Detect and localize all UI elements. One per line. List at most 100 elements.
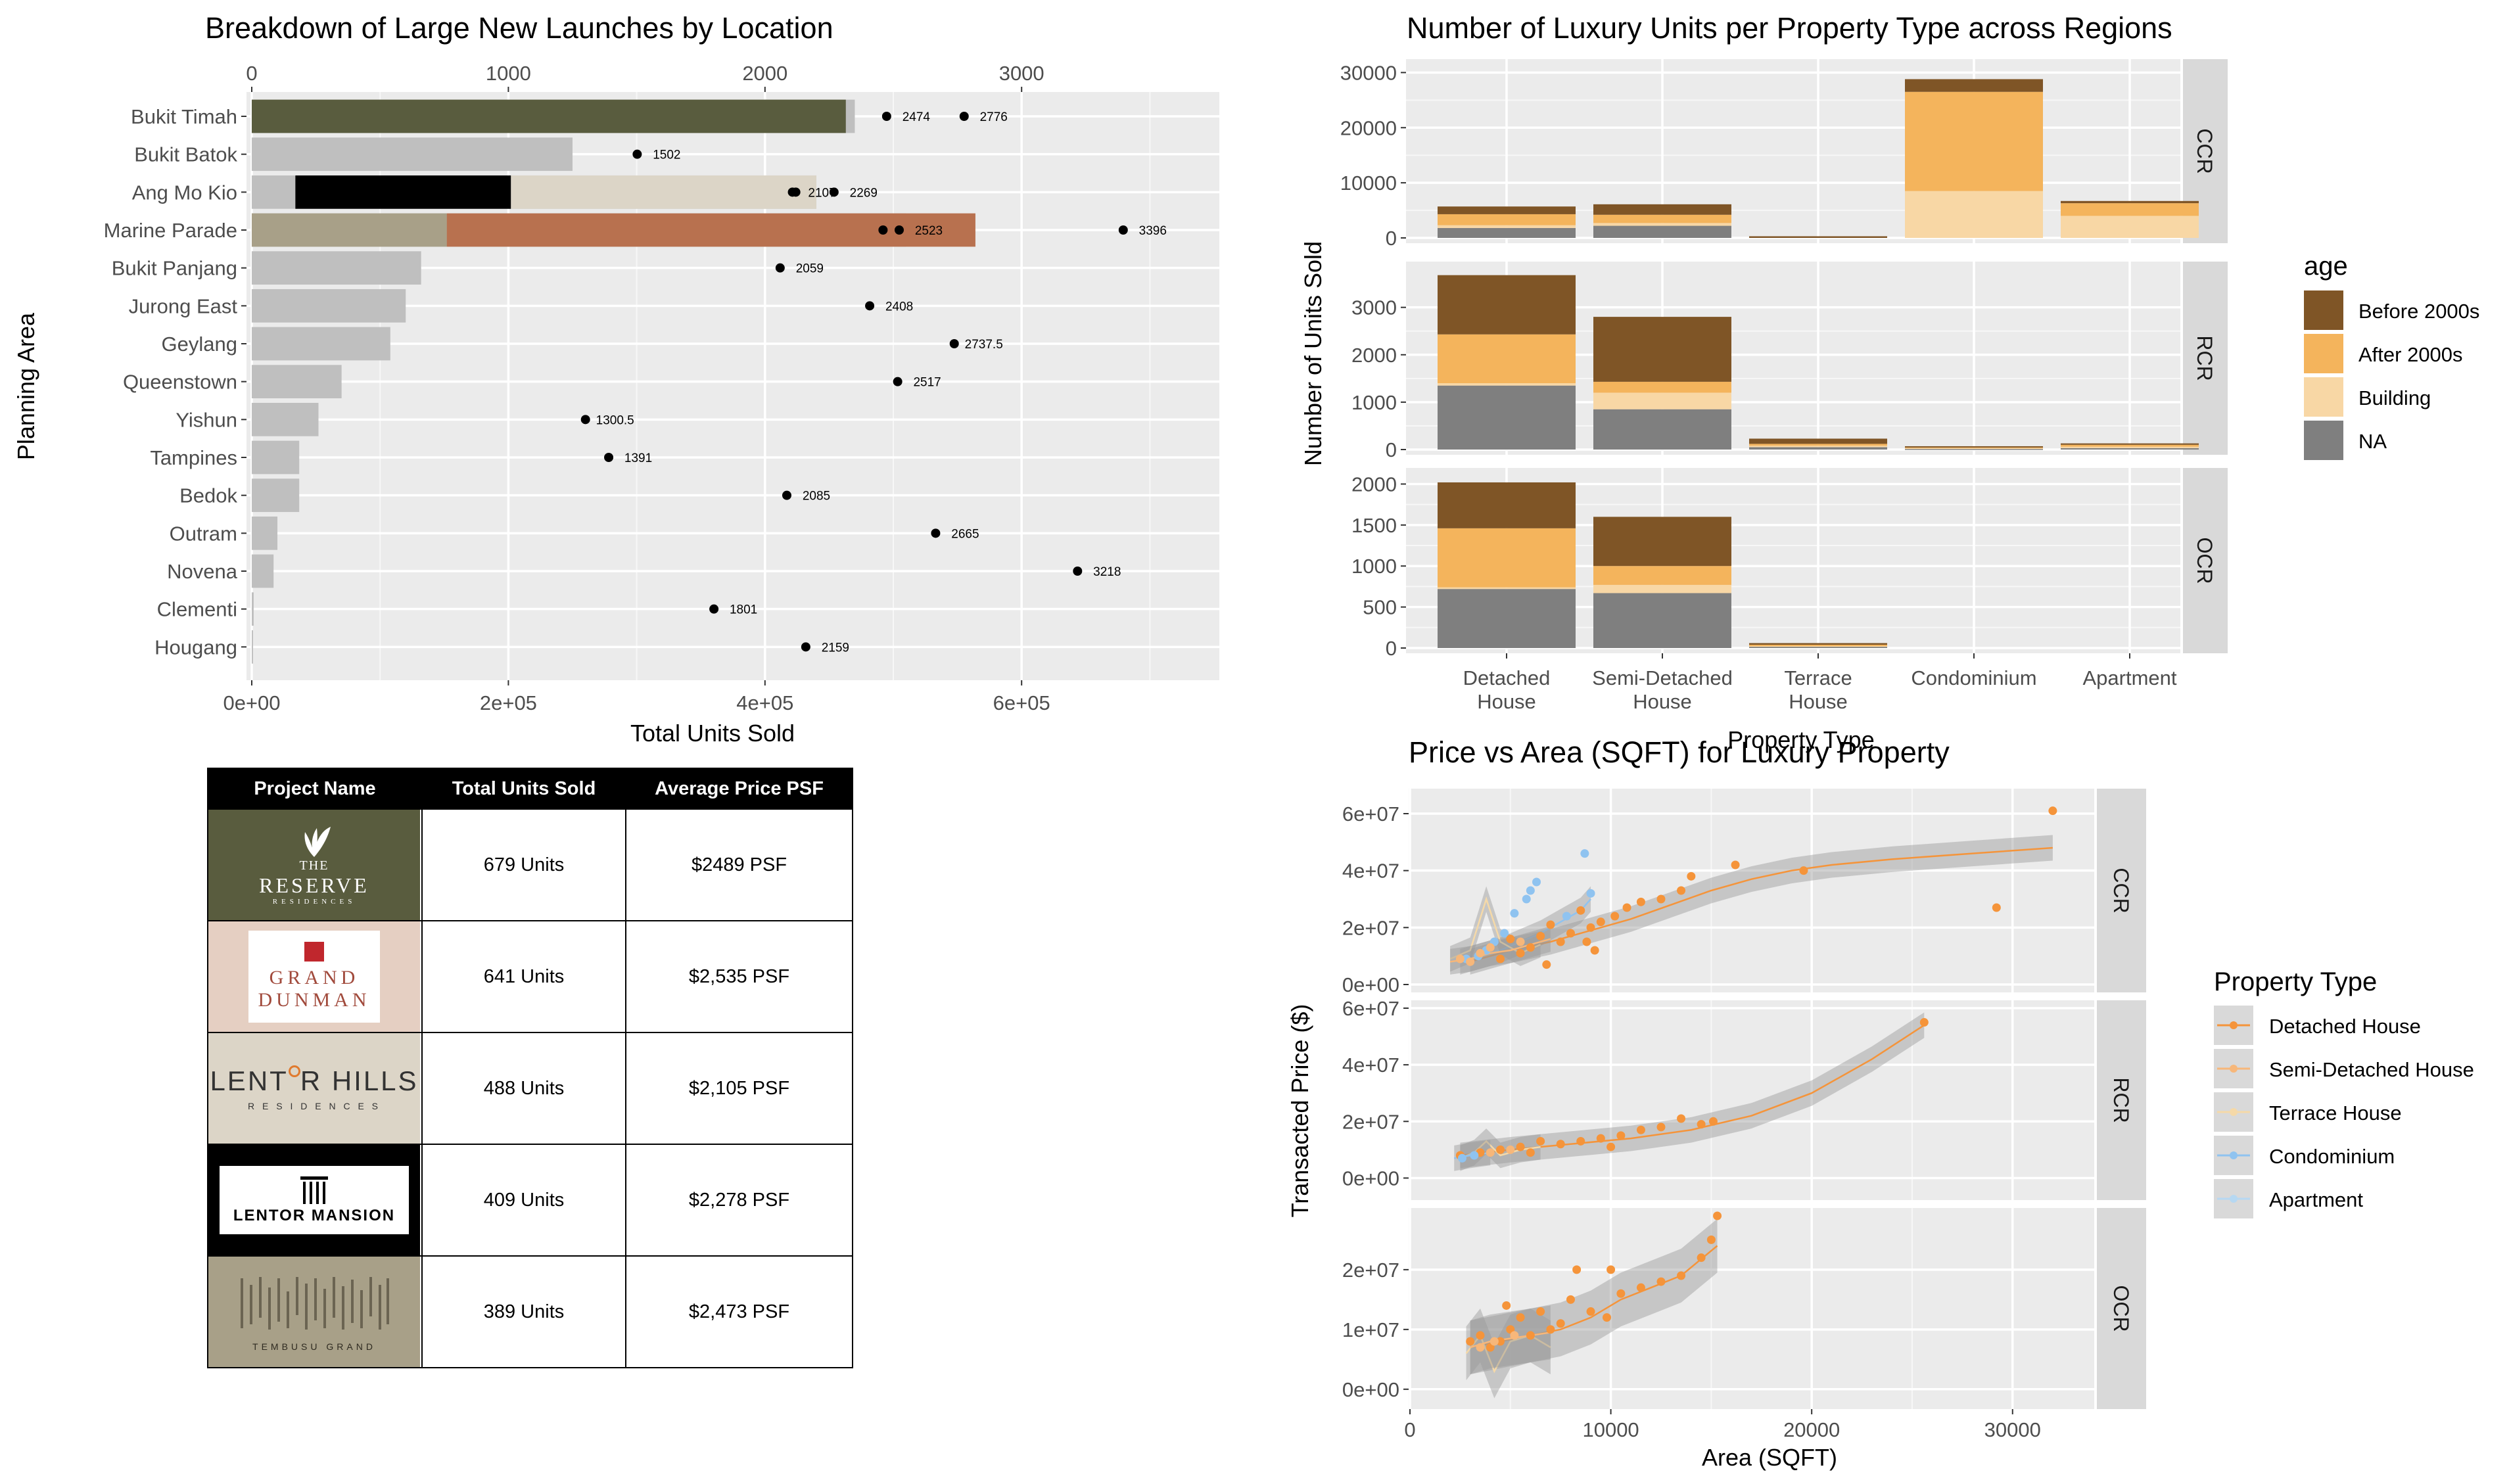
legend-label: Building bbox=[2358, 386, 2431, 409]
scatter-point bbox=[1496, 954, 1505, 963]
legend-point bbox=[2230, 1065, 2238, 1073]
scatter-point bbox=[1516, 948, 1525, 958]
luxury-units-stacked-chart: Number of Luxury Units per Property Type… bbox=[1300, 11, 2479, 753]
stacked-bar-segment bbox=[2061, 448, 2199, 450]
y-tick-label: Bukit Panjang bbox=[112, 257, 237, 280]
red-seal-icon bbox=[304, 942, 324, 962]
y-tick-label: Jurong East bbox=[129, 294, 238, 317]
y-tick-label: 0 bbox=[1386, 227, 1397, 250]
facet-label: OCR bbox=[2109, 1285, 2133, 1332]
bar bbox=[252, 327, 390, 361]
scatter-point bbox=[1476, 948, 1485, 958]
scatter-point bbox=[1576, 906, 1585, 915]
scatter-point bbox=[1526, 1331, 1535, 1340]
scatter-point bbox=[1596, 1134, 1605, 1143]
bar bbox=[252, 478, 300, 513]
x-axis-title: Total Units Sold bbox=[630, 720, 795, 747]
scatter-point bbox=[1687, 871, 1696, 881]
column-header: Project Name bbox=[207, 768, 423, 810]
legend-swatch bbox=[2304, 421, 2343, 460]
scatter-point bbox=[1496, 1337, 1505, 1346]
psf-point bbox=[801, 642, 810, 652]
scatter-point bbox=[1556, 937, 1565, 946]
scatter-point bbox=[1636, 897, 1645, 906]
y-tick-label: 0e+00 bbox=[1342, 1167, 1399, 1190]
psf-label: 1300.5 bbox=[596, 413, 634, 427]
psf-label: 3396 bbox=[1139, 224, 1167, 238]
chart-title: Number of Luxury Units per Property Type… bbox=[1407, 11, 2172, 45]
table-row: TEMBUSU GRAND 389 Units $2,473 PSF bbox=[207, 1255, 853, 1368]
facet-strip bbox=[2097, 1000, 2146, 1200]
grand-dunman-logo: GRAND DUNMAN bbox=[208, 921, 420, 1032]
scatter-point bbox=[1455, 954, 1465, 963]
x-tick-label: House bbox=[1789, 690, 1848, 713]
highlight-bar-segment bbox=[252, 99, 846, 133]
scatter-point bbox=[1576, 1136, 1585, 1146]
scatter-point bbox=[1556, 1319, 1565, 1328]
stacked-bar-segment bbox=[1749, 236, 1887, 238]
psf-point bbox=[829, 187, 839, 197]
legend-point bbox=[2230, 1151, 2238, 1159]
legend-point bbox=[2230, 1195, 2238, 1203]
stacked-bar-segment bbox=[1749, 447, 1887, 450]
confidence-band bbox=[1470, 1305, 1551, 1375]
scatter-point bbox=[1510, 1331, 1519, 1340]
table-row: THE RESERVE RESIDENCES 679 Units $2489 P… bbox=[207, 808, 853, 921]
y-tick-label: Hougang bbox=[154, 636, 237, 659]
psf-label: 2474 bbox=[903, 110, 931, 124]
stacked-bar-segment bbox=[1749, 643, 1887, 645]
scatter-point bbox=[1562, 912, 1571, 921]
psf-label: 2269 bbox=[850, 186, 878, 200]
stacked-bar-segment bbox=[1438, 227, 1576, 238]
stacked-bar-segment bbox=[1905, 448, 2043, 450]
scatter-point bbox=[1566, 1295, 1575, 1304]
psf-point bbox=[931, 528, 941, 538]
pillars-icon bbox=[300, 1176, 328, 1204]
y-tick-label: 2000 bbox=[1351, 344, 1397, 367]
x-tick-label: House bbox=[1633, 690, 1692, 713]
stacked-bar-segment bbox=[1438, 275, 1576, 335]
scatter-point bbox=[1799, 866, 1808, 875]
scatter-point bbox=[1731, 860, 1740, 870]
psf-point bbox=[1073, 567, 1083, 576]
legend-title: Property Type bbox=[2214, 967, 2377, 996]
scatter-point bbox=[1486, 943, 1495, 952]
scatter-point bbox=[1656, 1277, 1666, 1286]
legend-title: age bbox=[2304, 252, 2348, 281]
table-row: LENTOR MANSION 409 Units $2,278 PSF bbox=[207, 1144, 853, 1257]
the-reserve-logo: THE RESERVE RESIDENCES bbox=[208, 810, 420, 920]
y-tick-label: 20000 bbox=[1340, 116, 1397, 139]
scatter-point bbox=[1572, 1265, 1582, 1274]
scatter-point bbox=[1919, 1018, 1929, 1027]
total-units-cell: 409 Units bbox=[421, 1144, 626, 1257]
scatter-point bbox=[1656, 1123, 1666, 1132]
scatter-point bbox=[1708, 1117, 1718, 1126]
scatter-point bbox=[1506, 935, 1515, 944]
psf-label: 1801 bbox=[730, 603, 757, 617]
psf-label: 2059 bbox=[796, 262, 824, 276]
stacked-bar-segment bbox=[1593, 409, 1731, 450]
bar bbox=[252, 137, 573, 172]
stacked-bar-segment bbox=[1905, 91, 2043, 191]
scatter-point bbox=[1697, 1253, 1706, 1263]
scatter-point bbox=[1526, 886, 1535, 895]
scatter-point bbox=[1566, 929, 1575, 938]
x-tick-label: 0 bbox=[1404, 1418, 1415, 1441]
price-psf-cell: $2,278 PSF bbox=[625, 1144, 853, 1257]
x-tick-label: 2e+05 bbox=[480, 691, 537, 714]
y-tick-label: 2e+07 bbox=[1342, 1110, 1399, 1133]
stacked-bar-segment bbox=[1593, 204, 1731, 215]
stacked-bar-segment bbox=[2061, 200, 2199, 204]
psf-point bbox=[1118, 225, 1128, 235]
facet-strip bbox=[2097, 789, 2146, 992]
scatter-point bbox=[1500, 929, 1509, 938]
price-area-scatter-chart: Price vs Area (SQFT) for Luxury Property… bbox=[1286, 735, 2474, 1471]
scatter-point bbox=[1536, 931, 1545, 940]
stacked-bar-segment bbox=[1438, 385, 1576, 450]
top-x-tick-label: 2000 bbox=[742, 62, 787, 85]
y-axis-title: Transacted Price ($) bbox=[1286, 1004, 1313, 1218]
y-tick-label: 10000 bbox=[1340, 172, 1397, 195]
y-tick-label: Bedok bbox=[179, 484, 237, 507]
y-tick-label: 1e+07 bbox=[1342, 1318, 1399, 1341]
psf-point bbox=[580, 415, 590, 425]
